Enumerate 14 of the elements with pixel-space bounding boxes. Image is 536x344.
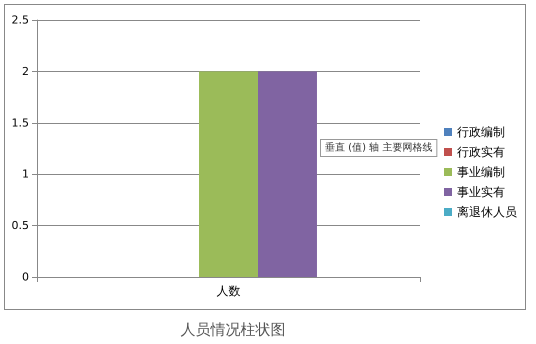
y-tick-label: 1.5: [12, 116, 29, 130]
y-tick-label: 1: [22, 168, 29, 181]
y-tick-label: 0.5: [12, 219, 29, 232]
annotation: 垂直 (值) 轴 主要网格线: [325, 142, 432, 154]
y-tick-label: 2.5: [12, 14, 29, 26]
legend-label: 离退休人员: [457, 205, 517, 219]
text: 人员情况柱状图: [180, 320, 286, 338]
y-tick-label: 2: [22, 64, 29, 78]
x-tick-label: 人数: [216, 284, 240, 298]
legend-label: 行政实有: [457, 145, 505, 159]
y-tick-label: 0: [22, 270, 29, 284]
legend-label: 事业编制: [457, 165, 505, 179]
legend-label: 行政编制: [457, 125, 505, 139]
legend-label: 事业实有: [457, 185, 505, 199]
